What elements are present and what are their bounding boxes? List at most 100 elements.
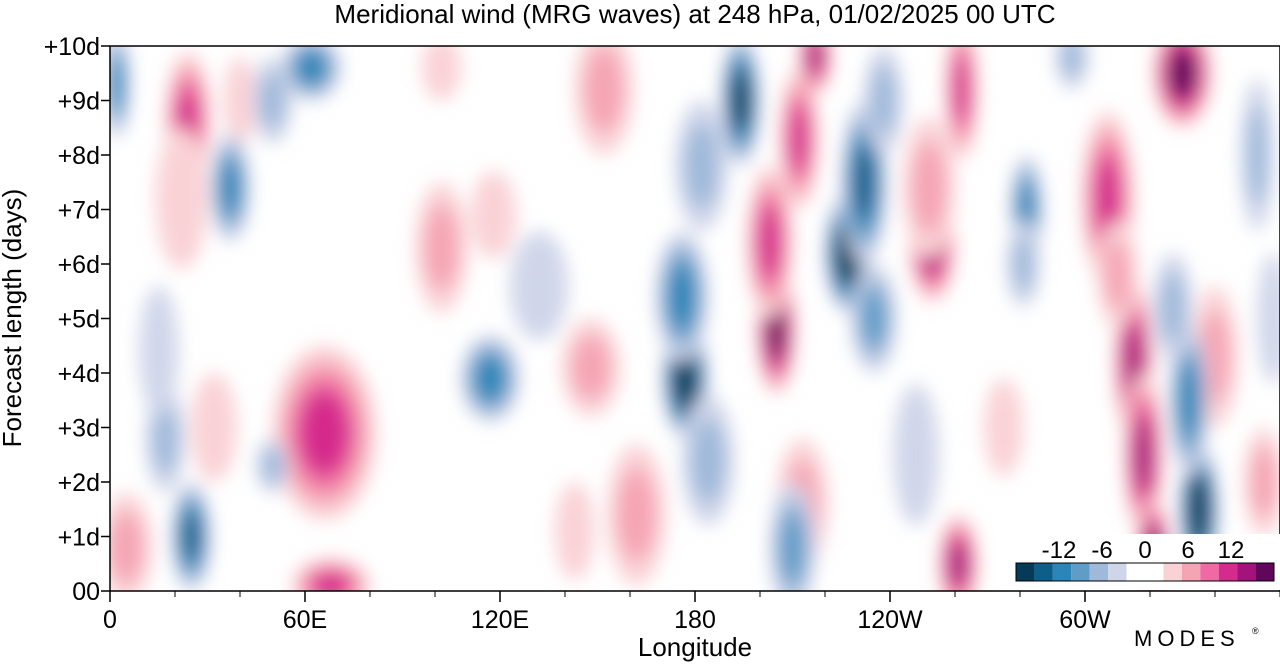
wind-feature-17 xyxy=(747,165,793,319)
wind-contour xyxy=(870,65,897,136)
y-tick-label: +1d xyxy=(58,524,100,552)
wind-contour xyxy=(1061,46,1083,79)
colorbar-swatch xyxy=(1145,563,1164,581)
wind-contour xyxy=(299,391,350,475)
wind-feature-59 xyxy=(1153,253,1193,363)
wind-feature-44 xyxy=(656,231,708,363)
wind-contour xyxy=(1170,50,1195,96)
colorbar-swatch xyxy=(1126,563,1145,581)
wind-feature-19 xyxy=(799,46,832,96)
wind-contour xyxy=(1104,239,1131,311)
wind-contour xyxy=(1095,157,1121,241)
wind-feature-38 xyxy=(282,46,341,101)
wind-feature-8 xyxy=(415,182,468,314)
wind-contour xyxy=(584,47,624,133)
x-axis-label: Longitude xyxy=(638,632,752,662)
colorbar-legend: -12 -6 0 6 12 xyxy=(1006,534,1280,590)
wind-feature-26 xyxy=(1124,373,1163,537)
colorbar-swatch xyxy=(1200,563,1219,581)
wind-contour xyxy=(893,383,939,526)
wind-contour xyxy=(861,289,886,348)
wind-contour xyxy=(571,335,611,400)
y-tick-label: +7d xyxy=(58,197,100,225)
wind-contour xyxy=(155,127,208,270)
wind-feature-22 xyxy=(945,46,978,161)
colorbar-label: -12 xyxy=(1042,537,1077,564)
wind-feature-33 xyxy=(171,482,211,591)
wind-contour xyxy=(297,52,326,84)
wind-feature-46 xyxy=(721,46,760,166)
wind-feature-58 xyxy=(1169,323,1209,477)
wind-feature-5 xyxy=(110,492,153,591)
wind-contour xyxy=(424,205,459,291)
wind-feature-24 xyxy=(984,378,1024,477)
wind-feature-9 xyxy=(470,171,517,259)
wind-feature-50 xyxy=(864,46,903,155)
wind-contour xyxy=(617,468,656,561)
wind-contour xyxy=(139,285,179,417)
wind-feature-29 xyxy=(1098,220,1137,330)
colorbar-label: -6 xyxy=(1091,537,1112,564)
y-tick-label: +6d xyxy=(58,251,100,279)
wind-feature-51 xyxy=(769,482,816,591)
wind-contour xyxy=(1251,446,1277,518)
wind-feature-30 xyxy=(1153,46,1212,128)
wind-feature-47 xyxy=(675,100,728,232)
wind-contour xyxy=(223,56,257,145)
wind-contour xyxy=(312,572,350,591)
colorbar-label: 12 xyxy=(1218,537,1245,564)
wind-contour xyxy=(789,104,809,173)
wind-feature-6 xyxy=(191,373,237,482)
wind-contour xyxy=(191,373,237,482)
y-tick-label: +8d xyxy=(58,142,100,170)
wind-feature-23 xyxy=(938,514,978,591)
wind-contour xyxy=(732,73,749,128)
modes-logo: MODES ® xyxy=(1134,626,1259,651)
wind-contour xyxy=(949,542,967,586)
y-tick-label: +2d xyxy=(58,469,100,497)
chart-title: Meridional wind (MRG waves) at 248 hPa, … xyxy=(334,0,1055,29)
x-axis: 0 60E 120E 180 120W 60W xyxy=(103,591,1280,634)
wind-contour xyxy=(780,512,805,583)
wind-contour xyxy=(110,511,144,583)
wind-feature-2 xyxy=(292,558,370,591)
wind-contour xyxy=(470,171,517,259)
y-tick-label: 00 xyxy=(72,578,100,606)
wind-contour xyxy=(152,402,178,474)
wind-feature-56 xyxy=(1055,46,1089,90)
colorbar-swatch xyxy=(1071,563,1090,581)
wind-contour xyxy=(555,482,595,581)
wind-feature-1 xyxy=(272,345,377,521)
colorbar-swatch xyxy=(1108,563,1127,581)
wind-contour xyxy=(220,161,240,214)
wind-contour xyxy=(1160,272,1186,344)
wind-contour xyxy=(684,123,719,209)
x-tick-label: 0 xyxy=(103,606,117,634)
wind-contour xyxy=(984,378,1024,477)
wind-contour xyxy=(669,265,695,328)
wind-contour xyxy=(808,46,823,74)
wind-feature-37 xyxy=(253,56,292,145)
watermark-registered-mark: ® xyxy=(1252,626,1259,636)
y-axis: 00 +1d +2d +3d +4d +5d +6d +7d +8d +9d +10d xyxy=(44,33,110,606)
colorbar-swatch xyxy=(1034,563,1053,581)
wind-feature-35 xyxy=(110,46,130,139)
wind-contour xyxy=(912,141,946,234)
y-tick-label: +10d xyxy=(44,33,100,61)
x-tick-label: 60W xyxy=(1059,606,1111,634)
x-tick-label: 60E xyxy=(283,606,327,634)
wind-contour xyxy=(758,205,781,279)
wind-contour xyxy=(110,58,123,111)
y-tick-label: +5d xyxy=(58,306,100,334)
x-tick-label: 120E xyxy=(471,606,529,634)
wind-feature-52 xyxy=(893,383,939,526)
wind-feature-32 xyxy=(1244,427,1280,537)
wind-contour xyxy=(1134,418,1153,491)
wind-contour xyxy=(1246,105,1268,205)
watermark-text: MODES xyxy=(1134,626,1240,651)
colorbar-swatch xyxy=(1016,563,1035,581)
colorbar-swatch xyxy=(1181,563,1201,581)
colorbar-swatch xyxy=(1163,563,1182,581)
colorbar-swatch xyxy=(1052,563,1072,581)
